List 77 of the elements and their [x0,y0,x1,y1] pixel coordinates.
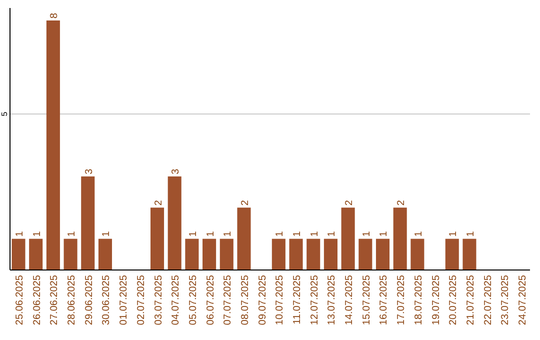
bar [289,238,303,270]
data-label: 1 [222,230,234,237]
x-tick-label: 14.07.2025 [344,274,356,326]
bar [445,238,459,270]
data-label: 1 [274,230,286,237]
data-label: 2 [396,200,408,206]
x-tick-label: 12.07.2025 [309,274,320,326]
bar [46,20,60,270]
x-tick-label: 20.07.2025 [448,274,460,326]
x-tick-label: 01.07.2025 [118,274,130,326]
x-tick-label: 08.07.2025 [240,274,251,326]
x-tick-label: 27.06.2025 [49,274,60,326]
x-tick-label: 06.07.2025 [205,274,216,326]
x-tick-label: 28.06.2025 [66,274,78,326]
x-tick-label: 03.07.2025 [153,274,164,326]
data-label: 1 [326,230,338,237]
bar [185,238,199,270]
data-label: 1 [32,230,43,237]
x-tick-label: 26.06.2025 [32,274,43,326]
x-tick-label: 19.07.2025 [430,274,442,326]
bar [202,238,216,270]
x-tick-label: 10.07.2025 [274,274,286,326]
data-label: 1 [101,230,112,237]
bar [324,238,338,270]
bar [237,208,251,270]
bar [306,238,320,270]
x-tick-label: 25.06.2025 [14,274,26,326]
data-label: 2 [344,200,356,206]
data-label: 1 [448,230,460,237]
data-label: 3 [170,168,182,174]
x-tick-label: 29.06.2025 [84,274,95,326]
x-tick-label: 07.07.2025 [222,274,234,326]
data-label: 8 [49,12,60,18]
data-label: 2 [153,200,164,206]
data-label: 1 [188,230,199,237]
data-label: 3 [84,168,95,174]
x-tick-label: 04.07.2025 [170,274,182,326]
bar [29,238,43,270]
bar [12,238,26,270]
x-tick-label: 15.07.2025 [361,274,372,326]
x-tick-label: 24.07.2025 [518,274,528,326]
bar [462,238,476,270]
x-tick-label: 02.07.2025 [136,274,147,326]
bar [376,238,390,270]
bar [64,238,78,270]
bar [81,176,95,270]
bar [98,238,112,270]
bar [341,208,355,270]
data-label: 1 [309,230,320,237]
bar [272,238,286,270]
x-tick-label: 11.07.2025 [292,274,304,324]
bar [220,238,234,270]
bar [150,208,164,270]
x-tick-label: 13.07.2025 [326,274,338,326]
data-label: 1 [292,230,304,237]
data-label: 1 [413,230,424,237]
data-label: 1 [465,230,476,237]
x-tick-label: 05.07.2025 [188,274,199,326]
bar [358,238,372,270]
bar [168,176,182,270]
data-label: 2 [240,200,251,206]
x-tick-label: 23.07.2025 [500,274,512,326]
x-tick-label: 18.07.2025 [413,274,424,326]
x-tick-label: 21.07.2025 [465,274,476,326]
data-label: 1 [205,230,216,237]
x-tick-label: 09.07.2025 [257,274,268,326]
y-tick-label: 5 [0,111,9,116]
bar [410,238,424,270]
x-tick-label: 30.06.2025 [101,274,112,326]
x-tick-label: 16.07.2025 [378,274,390,326]
data-label: 1 [361,230,372,237]
data-label: 1 [14,230,26,237]
x-tick-label: 22.07.2025 [482,274,494,326]
bar [393,208,407,270]
data-label: 1 [66,230,78,237]
data-label: 1 [378,230,390,237]
x-tick-label: 17.07.2025 [396,274,408,326]
